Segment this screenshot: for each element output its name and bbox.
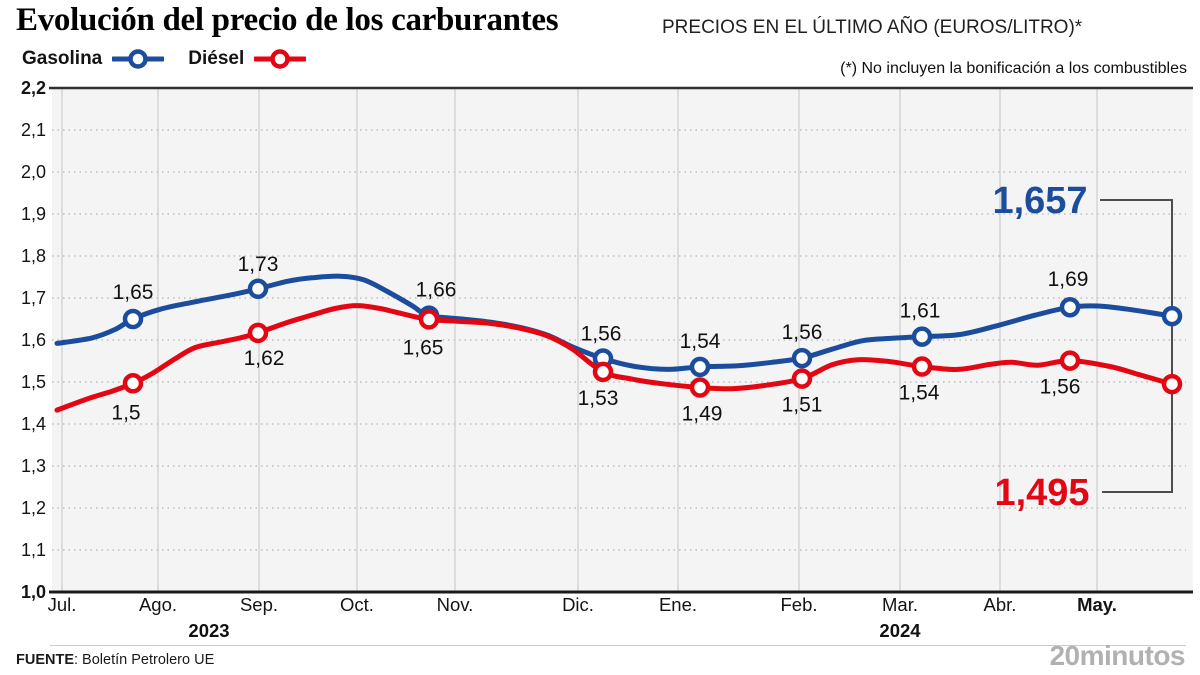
legend-label-diesel: Diésel <box>188 48 245 69</box>
footer-divider <box>50 645 1186 646</box>
x-year-label: 2023 <box>188 620 229 641</box>
x-month-label: May. <box>1077 594 1117 615</box>
diesel-line <box>54 303 1175 413</box>
gasolina-marker <box>122 308 144 330</box>
gasolina-line-swatch-icon <box>112 49 165 69</box>
diesel-value-label: 1,49 <box>682 403 723 426</box>
diesel-marker <box>592 361 614 383</box>
diesel-final-value: 1,495 <box>994 472 1089 514</box>
y-tick-label: 1,1 <box>21 540 46 560</box>
y-tick-label: 1,8 <box>21 246 46 266</box>
gasolina-marker <box>247 278 269 300</box>
x-year-label: 2024 <box>879 620 921 641</box>
diesel-value-label: 1,56 <box>1040 376 1081 399</box>
source-text: : Boletín Petrolero UE <box>74 652 215 668</box>
x-month-label: Abr. <box>984 594 1017 615</box>
x-month-label: Dic. <box>562 594 594 615</box>
brand-logo: 20minutos <box>1049 640 1185 671</box>
gasolina-value-label: 1,54 <box>680 330 721 353</box>
footnote: (*) No incluyen la bonificación a los co… <box>840 60 1187 77</box>
y-tick-label: 1,3 <box>21 456 46 476</box>
plot-area <box>52 88 1193 592</box>
diesel-value-label: 1,65 <box>403 336 444 359</box>
gasolina-marker <box>689 356 711 378</box>
x-month-label: Nov. <box>437 594 474 615</box>
gasolina-marker <box>1059 296 1081 318</box>
diesel-marker <box>1161 373 1183 395</box>
x-month-label: Ago. <box>139 594 177 615</box>
y-tick-label: 2,1 <box>21 120 46 140</box>
x-month-label: Feb. <box>780 594 817 615</box>
gasolina-marker <box>911 326 933 347</box>
x-month-label: Ene. <box>659 594 697 615</box>
legend-item-diesel: Diésel <box>188 48 307 70</box>
gasolina-value-label: 1,56 <box>581 323 622 346</box>
chart-subtitle: PRECIOS EN EL ÚLTIMO AÑO (EUROS/LITRO)* <box>662 17 1083 38</box>
page-title: Evolución del precio de los carburantes <box>16 2 559 38</box>
gasolina-value-label: 1,56 <box>782 321 823 344</box>
gasolina-value-label: 1,61 <box>900 300 941 323</box>
gasolina-marker <box>791 347 813 369</box>
gasolina-value-label: 1,65 <box>113 281 154 304</box>
x-month-label: Oct. <box>340 594 374 615</box>
diesel-marker <box>791 368 813 389</box>
y-tick-label: 2,2 <box>21 78 46 98</box>
diesel-value-label: 1,54 <box>899 382 940 405</box>
y-tick-label: 1,5 <box>21 372 46 392</box>
diesel-marker <box>247 322 269 344</box>
y-tick-label: 1,2 <box>21 498 46 518</box>
source-credit: FUENTE: Boletín Petrolero UE <box>16 652 214 668</box>
gasolina-value-label: 1,69 <box>1048 268 1089 291</box>
gasolina-value-label: 1,66 <box>416 279 457 302</box>
diesel-marker <box>689 377 711 398</box>
diesel-line-swatch-icon <box>254 49 307 69</box>
y-tick-label: 1,4 <box>21 414 46 434</box>
diesel-marker <box>418 309 440 330</box>
diesel-value-label: 1,53 <box>578 387 619 410</box>
end-label-connector <box>1100 199 1173 493</box>
gasolina-marker <box>1161 305 1183 327</box>
source-label: FUENTE <box>16 652 74 668</box>
y-tick-label: 1,9 <box>21 204 46 224</box>
y-tick-label: 1,6 <box>21 330 46 350</box>
diesel-value-label: 1,5 <box>111 401 140 424</box>
x-month-label: Jul. <box>48 594 77 615</box>
legend-label-gasolina: Gasolina <box>22 48 103 69</box>
x-month-label: Mar. <box>882 594 918 615</box>
diesel-value-label: 1,51 <box>782 394 823 417</box>
y-tick-label: 2,0 <box>21 162 46 182</box>
gasolina-value-label: 1,73 <box>238 253 279 276</box>
diesel-value-label: 1,62 <box>244 347 285 370</box>
x-month-label: Sep. <box>240 594 278 615</box>
y-tick-label: 1,0 <box>21 582 46 602</box>
legend-item-gasolina: Gasolina <box>22 48 165 70</box>
gasolina-final-value: 1,657 <box>992 180 1087 222</box>
diesel-marker <box>1059 350 1081 371</box>
diesel-marker <box>911 356 933 377</box>
legend: Gasolina Diésel <box>22 48 330 70</box>
y-tick-label: 1,7 <box>21 288 46 308</box>
diesel-marker <box>122 373 144 394</box>
